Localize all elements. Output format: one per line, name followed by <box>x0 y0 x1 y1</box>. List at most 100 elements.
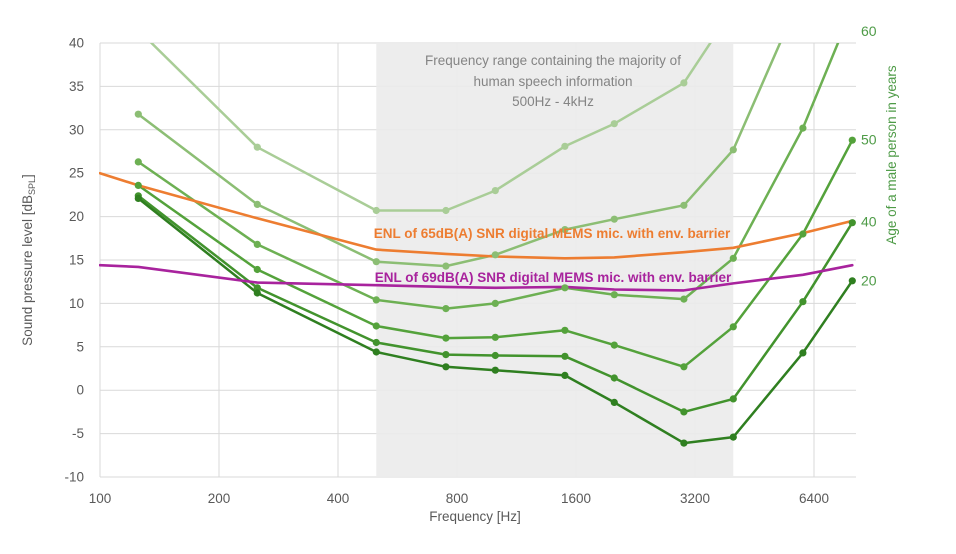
marker-male-hearing-threshold-age-60 <box>799 124 807 132</box>
marker-male-hearing-threshold-age-20 <box>491 366 499 374</box>
age-end-labels: 60 50 40 20 <box>861 23 877 288</box>
marker-male-hearing-threshold-unlabeled <box>680 201 688 209</box>
marker-male-hearing-threshold-oldest-unlabeled <box>730 5 737 12</box>
marker-male-hearing-threshold-age-20 <box>442 363 450 371</box>
marker-male-hearing-threshold-age-60 <box>561 284 569 292</box>
marker-male-hearing-threshold-age-50 <box>848 136 856 144</box>
marker-male-hearing-threshold-age-20 <box>372 348 380 356</box>
marker-male-hearing-threshold-unlabeled <box>134 110 142 118</box>
marker-male-hearing-threshold-age-60 <box>442 305 450 313</box>
marker-male-hearing-threshold-age-40 <box>561 352 569 360</box>
marker-male-hearing-threshold-unlabeled <box>442 262 450 270</box>
y-tick-20: 20 <box>69 209 84 224</box>
annotation-line-3: 500Hz - 4kHz <box>512 94 594 109</box>
marker-male-hearing-threshold-oldest-unlabeled <box>442 206 450 215</box>
marker-male-hearing-threshold-unlabeled <box>253 200 261 208</box>
marker-male-hearing-threshold-age-60 <box>372 296 380 304</box>
marker-male-hearing-threshold-oldest-unlabeled <box>135 26 142 33</box>
marker-male-hearing-threshold-age-20 <box>729 433 737 441</box>
age-label-20: 20 <box>861 272 877 288</box>
marker-male-hearing-threshold-unlabeled <box>729 146 737 154</box>
y-tick-15: 15 <box>69 253 84 268</box>
x-axis-tick-labels: 100 200 400 800 1600 3200 6400 <box>89 491 829 506</box>
marker-male-hearing-threshold-age-40 <box>680 408 688 416</box>
marker-male-hearing-threshold-unlabeled <box>372 258 380 266</box>
marker-male-hearing-threshold-age-40 <box>253 284 261 292</box>
y-tick-40: 40 <box>69 36 84 51</box>
y-tick-25: 25 <box>69 166 84 181</box>
marker-male-hearing-threshold-age-60 <box>729 254 737 262</box>
marker-male-hearing-threshold-age-20 <box>134 194 142 202</box>
y-tick-0: 0 <box>76 383 84 398</box>
x-axis-title: Frequency [Hz] <box>429 509 521 524</box>
x-tick-200: 200 <box>208 491 231 506</box>
line-enl-69dba-mems-mic <box>99 263 854 292</box>
marker-male-hearing-threshold-oldest-unlabeled <box>610 120 618 128</box>
y-tick-5: 5 <box>76 339 84 354</box>
marker-male-hearing-threshold-age-20 <box>680 439 688 447</box>
marker-male-hearing-threshold-age-60 <box>491 299 499 307</box>
marker-male-hearing-threshold-age-50 <box>610 341 618 349</box>
line-enl-65dba-mems-mic <box>99 171 854 260</box>
x-tick-3200: 3200 <box>680 491 710 506</box>
x-tick-800: 800 <box>446 491 469 506</box>
marker-male-hearing-threshold-oldest-unlabeled <box>561 142 569 150</box>
marker-male-hearing-threshold-age-50 <box>491 333 499 341</box>
marker-male-hearing-threshold-age-20 <box>253 289 261 297</box>
mic-enl-lines <box>99 171 854 292</box>
marker-male-hearing-threshold-age-40 <box>729 395 737 403</box>
age-label-40: 40 <box>861 213 877 229</box>
marker-male-hearing-threshold-age-40 <box>610 374 618 382</box>
marker-male-hearing-threshold-age-20 <box>610 398 618 406</box>
marker-male-hearing-threshold-age-60 <box>253 240 261 248</box>
y-axis-title-right: Age of a male person in years <box>884 65 899 245</box>
marker-male-hearing-threshold-age-40 <box>372 338 380 347</box>
x-tick-400: 400 <box>327 491 350 506</box>
y-axis-title-left: Sound pressure level [dBSPL] <box>20 174 37 346</box>
marker-male-hearing-threshold-age-50 <box>253 265 261 274</box>
enl-65dba-label: ENL of 65dB(A) SNR digital MEMS mic. wit… <box>374 226 731 241</box>
age-label-60: 60 <box>861 23 877 39</box>
marker-male-hearing-threshold-unlabeled <box>610 215 618 223</box>
y-tick--5: -5 <box>72 426 84 441</box>
marker-male-hearing-threshold-oldest-unlabeled <box>372 206 380 215</box>
marker-male-hearing-threshold-age-60 <box>680 295 688 303</box>
y-tick-30: 30 <box>69 122 84 137</box>
marker-male-hearing-threshold-age-40 <box>442 351 450 359</box>
y-tick-35: 35 <box>69 79 84 94</box>
marker-male-hearing-threshold-age-50 <box>799 230 807 238</box>
x-tick-1600: 1600 <box>561 491 591 506</box>
marker-male-hearing-threshold-unlabeled <box>491 251 499 259</box>
marker-male-hearing-threshold-oldest-unlabeled <box>680 79 688 87</box>
marker-male-hearing-threshold-age-60 <box>610 291 618 299</box>
enl-69dba-label: ENL of 69dB(A) SNR digital MEMS mic. wit… <box>375 270 732 285</box>
y-tick-10: 10 <box>69 296 84 311</box>
marker-male-hearing-threshold-age-50 <box>680 363 688 371</box>
marker-male-hearing-threshold-age-50 <box>729 323 737 331</box>
annotation-line-1: Frequency range containing the majority … <box>425 53 681 68</box>
speech-frequency-band <box>376 43 734 477</box>
marker-male-hearing-threshold-age-40 <box>848 219 856 227</box>
marker-male-hearing-threshold-age-40 <box>799 298 807 306</box>
marker-male-hearing-threshold-age-20 <box>848 277 856 285</box>
marker-male-hearing-threshold-age-20 <box>799 349 807 357</box>
y-tick--10: -10 <box>64 470 84 485</box>
speech-band-annotation: Frequency range containing the majority … <box>425 53 681 109</box>
marker-male-hearing-threshold-age-40 <box>491 351 499 360</box>
y-axis-tick-labels: -10 -5 0 5 10 15 20 25 30 35 40 <box>64 36 84 485</box>
age-label-50: 50 <box>861 132 877 148</box>
marker-male-hearing-threshold-age-50 <box>134 181 142 189</box>
marker-male-hearing-threshold-unlabeled <box>561 226 569 234</box>
marker-male-hearing-threshold-oldest-unlabeled <box>253 143 261 151</box>
marker-male-hearing-threshold-age-50 <box>372 322 380 330</box>
marker-male-hearing-threshold-age-50 <box>561 326 569 334</box>
marker-male-hearing-threshold-age-20 <box>561 371 569 379</box>
marker-male-hearing-threshold-age-60 <box>134 158 142 166</box>
marker-male-hearing-threshold-age-60 <box>849 5 856 12</box>
x-tick-6400: 6400 <box>799 491 829 506</box>
threshold-series-markers <box>134 5 856 447</box>
annotation-line-2: human speech information <box>473 74 632 89</box>
marker-male-hearing-threshold-oldest-unlabeled <box>491 187 499 195</box>
